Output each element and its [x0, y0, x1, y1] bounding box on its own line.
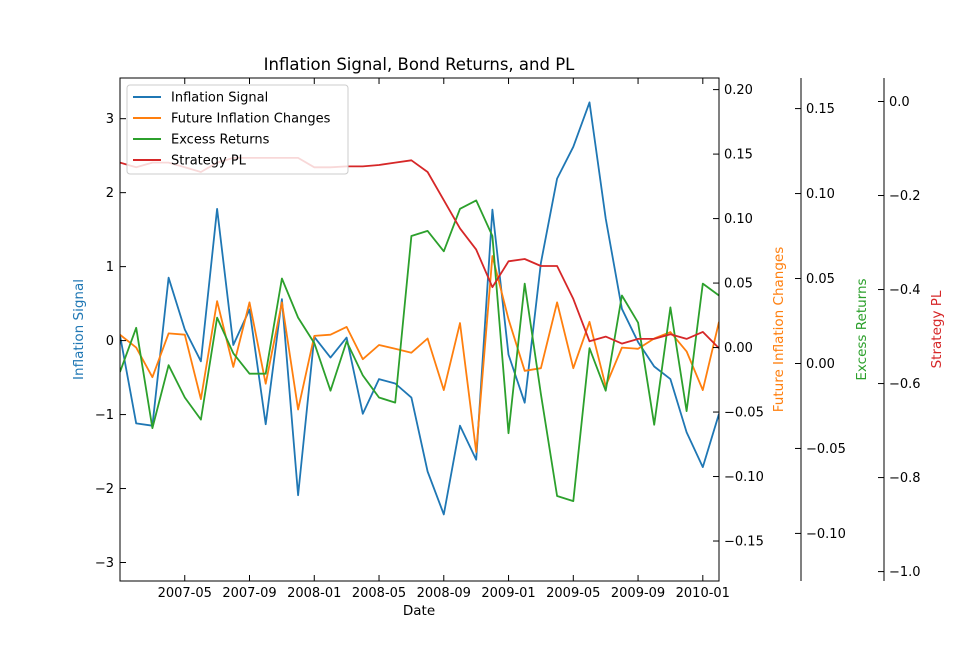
- y-tick-label: −1: [95, 408, 114, 423]
- chart-title: Inflation Signal, Bond Returns, and PL: [264, 55, 576, 74]
- legend-label: Future Inflation Changes: [171, 112, 331, 127]
- y-axis-title-future: Future Inflation Changes: [771, 247, 787, 412]
- y-axis-title-excess: Excess Returns: [854, 278, 870, 380]
- y-tick-label-excess: −0.05: [806, 442, 846, 457]
- legend: Inflation Signal Future Inflation Changes…: [126, 84, 349, 175]
- y-tick-label-future: 0.10: [724, 212, 753, 227]
- x-tick-label: 2009-09: [611, 586, 665, 601]
- y-tick-label-future: 0.00: [724, 341, 753, 356]
- y-tick-label: 2: [106, 186, 114, 201]
- x-tick-label: 2007-05: [158, 586, 212, 601]
- y-tick-label-future: −0.15: [724, 535, 764, 550]
- y-tick-label-pl: −1.0: [889, 565, 921, 580]
- legend-label: Strategy PL: [171, 154, 247, 169]
- x-tick-label: 2008-09: [417, 586, 471, 601]
- y-tick-label-future: −0.10: [724, 470, 764, 485]
- y-tick-label-pl: −0.6: [889, 377, 921, 392]
- y-tick-label-future: −0.05: [724, 406, 764, 421]
- y-tick-label: −3: [95, 556, 114, 571]
- y-axis-title-pl: Strategy PL: [929, 290, 945, 368]
- y-axis-title-inflation: Inflation Signal: [71, 279, 87, 380]
- y-tick-label: 0: [106, 334, 114, 349]
- y-tick-label-excess: 0.05: [806, 272, 835, 287]
- y-tick-label-pl: 0.0: [889, 95, 910, 110]
- series-line-excess: [120, 199, 719, 503]
- x-tick-label: 2007-09: [222, 586, 276, 601]
- y-tick-label-excess: −0.10: [806, 527, 846, 542]
- y-tick-label-excess: 0.10: [806, 187, 835, 202]
- y-tick-label-pl: −0.2: [889, 189, 921, 204]
- y-tick-label-future: 0.05: [724, 277, 753, 292]
- y-tick-label-pl: −0.4: [889, 283, 921, 298]
- y-tick-label-excess: 0.15: [806, 102, 835, 117]
- x-tick-label: 2009-05: [546, 586, 600, 601]
- plot-frame: [119, 77, 720, 582]
- y-tick-label-future: 0.15: [724, 148, 753, 163]
- series-line-pl: [120, 156, 719, 349]
- y-tick-label: −2: [95, 482, 114, 497]
- series-line-future: [120, 255, 719, 453]
- y-tick-label-future: 0.20: [724, 83, 753, 98]
- legend-label: Excess Returns: [171, 133, 270, 148]
- y-tick-label: 3: [106, 112, 114, 127]
- y-tick-label: 1: [106, 260, 114, 275]
- x-axis-title: Date: [403, 603, 435, 619]
- legend-box: [126, 84, 349, 175]
- x-tick-label: 2009-01: [481, 586, 535, 601]
- x-tick-label: 2008-05: [352, 586, 406, 601]
- axes: 2007-05 2007-09 2008-01 2008-05 2008-09 2009-…: [71, 77, 945, 601]
- y-tick-label-excess: 0.00: [806, 357, 835, 372]
- legend-label: Inflation Signal: [171, 91, 268, 106]
- x-tick-label: 2010-01: [676, 586, 730, 601]
- y-tick-label-pl: −0.8: [889, 471, 921, 486]
- x-tick-label: 2008-01: [287, 586, 341, 601]
- series-line-inflation: [120, 101, 719, 516]
